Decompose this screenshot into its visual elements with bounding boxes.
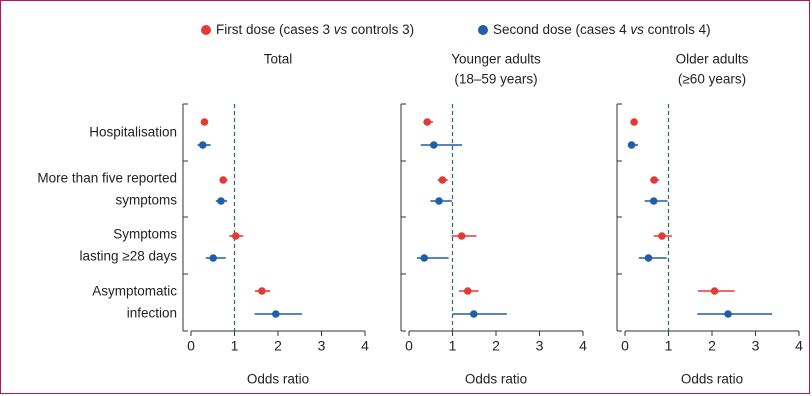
panel-title-line-2: (≥60 years) [678, 72, 746, 87]
panel-3: Older adults (≥60 years) 0 1 2 3 4 Odds ratio [616, 52, 803, 387]
point-estimate [627, 141, 636, 149]
x-tick-label: 3 [536, 338, 544, 354]
point-estimate [429, 141, 438, 149]
legend-item-1: First dose (cases 3 vs controls 3) [201, 22, 414, 37]
point-estimate [438, 176, 447, 184]
point-estimate [435, 197, 443, 205]
panel-title-line-2: (18–59 years) [454, 72, 537, 87]
panel-1: Total 0 1 2 3 4 Odds ratio [182, 52, 369, 387]
point-estimate [710, 287, 719, 295]
legend-marker-2 [478, 25, 488, 35]
panel-title-line-1: Younger adults [451, 52, 541, 67]
row-label-4-line-2: infection [127, 306, 177, 321]
x-tick-label: 4 [579, 338, 587, 354]
panel-title-line-1: Older adults [676, 52, 749, 67]
point-estimate [470, 310, 478, 318]
x-tick-label: 2 [274, 338, 282, 354]
row-label-1: Hospitalisation [89, 125, 177, 140]
legend-item-2: Second dose (cases 4 vs controls 4) [478, 22, 711, 37]
x-tick-label: 2 [492, 338, 500, 354]
point-estimate [420, 254, 429, 262]
point-estimate [463, 287, 472, 295]
point-estimate [650, 176, 658, 184]
point-estimate [724, 310, 732, 318]
point-estimate [217, 197, 225, 205]
row-label-2-line-2: symptoms [115, 193, 177, 208]
x-tick-label: 3 [318, 338, 326, 354]
x-axis-label: Odds ratio [247, 372, 309, 387]
point-estimate [258, 287, 266, 295]
x-axis-label: Odds ratio [465, 372, 527, 387]
point-estimate [219, 176, 227, 184]
x-axis-label: Odds ratio [681, 372, 743, 387]
point-estimate [649, 197, 658, 205]
x-tick-label: 1 [449, 338, 457, 354]
point-estimate [423, 118, 432, 126]
row-label-3-line-1: Symptoms [113, 227, 177, 242]
row-label-4-line-1: Asymptomatic [92, 284, 177, 299]
point-estimate [658, 232, 666, 240]
point-estimate [209, 254, 217, 262]
x-tick-label: 0 [621, 338, 629, 354]
x-tick-label: 3 [752, 338, 760, 354]
legend-label-2: Second dose (cases 4 vs controls 4) [493, 22, 711, 37]
legend-marker-1 [201, 25, 211, 35]
x-tick-label: 1 [665, 338, 673, 354]
point-estimate [272, 310, 280, 318]
point-estimate [630, 118, 638, 126]
x-tick-label: 4 [795, 338, 803, 354]
legend-label-1: First dose (cases 3 vs controls 3) [216, 22, 414, 37]
x-tick-label: 1 [231, 338, 239, 354]
point-estimate [232, 232, 240, 240]
point-estimate [644, 254, 653, 262]
panel-2: Younger adults (18–59 years) 0 1 2 3 4 Odds rat… [400, 52, 587, 387]
x-tick-label: 0 [405, 338, 413, 354]
point-estimate [457, 232, 466, 240]
row-label-2-line-1: More than five reported [37, 171, 177, 186]
x-tick-label: 4 [361, 338, 369, 354]
row-label-3-line-2: lasting ≥28 days [80, 249, 178, 264]
point-estimate [200, 118, 209, 126]
panel-title: Total [264, 52, 293, 67]
x-tick-label: 0 [187, 338, 195, 354]
x-tick-label: 2 [708, 338, 716, 354]
point-estimate [198, 141, 207, 149]
